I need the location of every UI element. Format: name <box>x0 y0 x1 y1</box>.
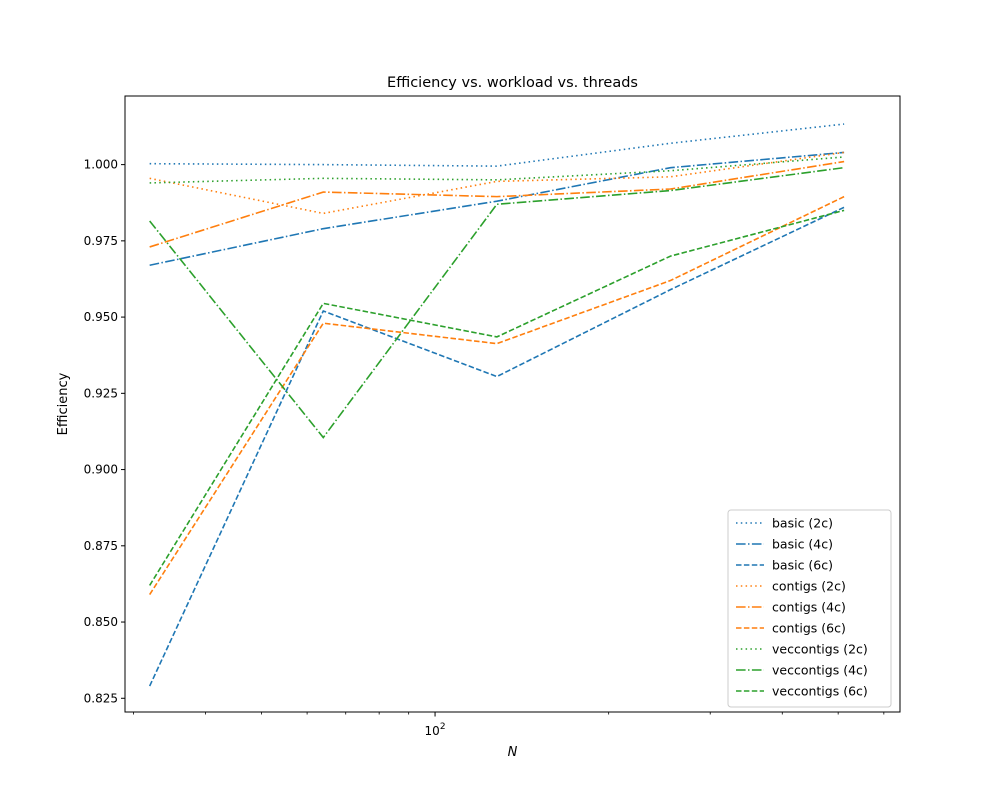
y-tick-label: 0.925 <box>84 386 118 400</box>
y-tick-label: 0.950 <box>84 310 118 324</box>
legend-label: veccontigs (2c) <box>772 642 868 657</box>
y-axis-label: Efficiency <box>56 372 71 435</box>
y-tick-label: 0.975 <box>84 234 118 248</box>
legend-label: basic (2c) <box>772 516 833 531</box>
series-line-veccontigs-6c <box>148 209 845 586</box>
legend-label: contigs (6c) <box>772 621 846 636</box>
y-tick-label: 0.875 <box>84 539 118 553</box>
series-line-contigs-4c <box>149 160 845 248</box>
legend-label: veccontigs (6c) <box>772 684 868 699</box>
legend-box <box>727 509 892 708</box>
x-axis-label: N <box>508 745 518 760</box>
legend-label: veccontigs (4c) <box>772 663 868 678</box>
series-line-basic-6c <box>148 206 845 687</box>
legend-label: contigs (2c) <box>772 579 846 594</box>
series-line-basic-2c <box>149 123 845 167</box>
series-line-veccontigs-4c <box>149 166 845 439</box>
legend: basic (2c) basic (4c) basic (6c) contigs (2… <box>727 509 892 708</box>
y-tick-label: 0.900 <box>84 463 118 477</box>
series-line-veccontigs-2c <box>149 156 845 184</box>
legend-label: contigs (4c) <box>772 600 846 615</box>
y-tick-label: 1.000 <box>84 158 118 172</box>
legend-label: basic (4c) <box>772 537 833 552</box>
x-tick-label: 102 <box>425 722 446 738</box>
series-line-contigs-2c <box>149 151 845 215</box>
plot-frame <box>124 95 901 713</box>
series-line-basic-4c <box>149 151 845 267</box>
chart-title: Efficiency vs. workload vs. threads <box>387 75 638 91</box>
series-line-contigs-6c <box>148 195 845 596</box>
y-tick-label: 0.825 <box>84 691 118 705</box>
legend-label: basic (6c) <box>772 558 833 573</box>
y-tick-label: 0.850 <box>84 615 118 629</box>
series-group <box>148 123 845 687</box>
y-axis: 0.825 0.850 0.875 0.900 0.925 0.950 0.975 1.000 <box>84 158 125 705</box>
